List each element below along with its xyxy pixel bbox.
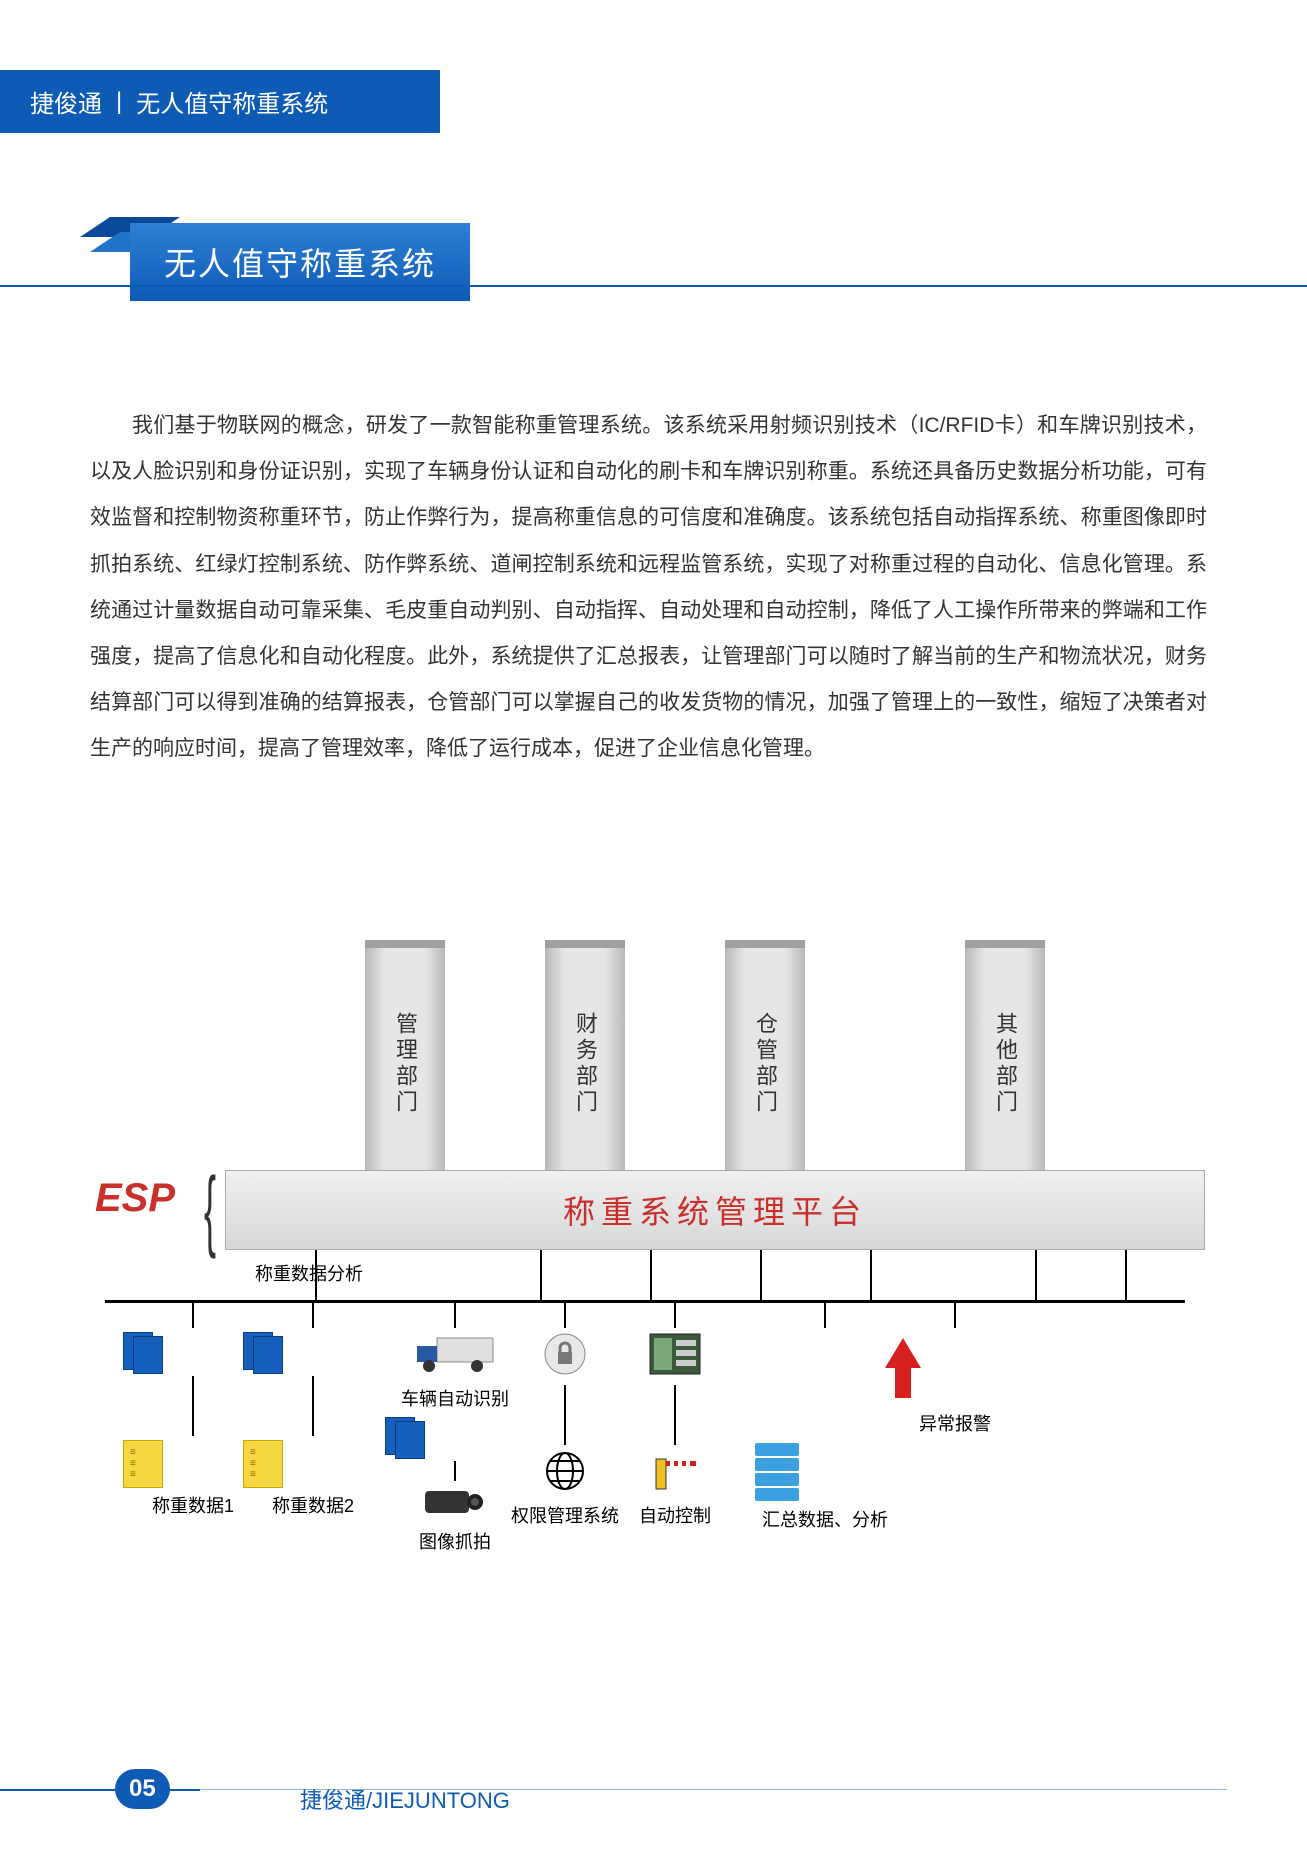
diagram-node: 异常报警	[885, 1300, 1025, 1436]
server-icon	[385, 1417, 425, 1457]
device-icon	[648, 1332, 702, 1376]
document-icon	[123, 1440, 163, 1488]
diagram-node: 称重数据1	[123, 1300, 263, 1518]
node-vline	[564, 1385, 566, 1445]
node-vline	[312, 1376, 314, 1436]
diagram-node: 称重数据2	[243, 1300, 383, 1518]
architecture-diagram: 管理部门 财务部门 仓管部门 其他部门 ESP { 称重系统管理平台 称重数据分析 称…	[95, 940, 1205, 1600]
platform-label: 称重系统管理平台	[563, 1187, 867, 1233]
node-label: 汇总数据、分析	[755, 1506, 895, 1532]
document-icon	[243, 1440, 283, 1488]
header-subtitle: 无人值守称重系统	[136, 84, 328, 119]
node-vline	[674, 1385, 676, 1445]
header-bar: 捷俊通 | 无人值守称重系统	[0, 70, 440, 133]
server-icon	[243, 1332, 283, 1372]
platform-drop-line	[315, 1250, 317, 1300]
globe-icon	[543, 1449, 587, 1493]
pillar: 仓管部门	[725, 940, 805, 1180]
node-vline	[454, 1300, 456, 1328]
node-label: 称重数据2	[243, 1492, 383, 1518]
section-rule	[0, 285, 1307, 287]
body-paragraph: 我们基于物联网的概念，研发了一款智能称重管理系统。该系统采用射频识别技术（IC/…	[90, 403, 1207, 773]
footer-brand: 捷俊通/JIEJUNTONG	[300, 1783, 510, 1815]
node-label: 称重数据1	[123, 1492, 263, 1518]
header-brand: 捷俊通	[30, 84, 102, 119]
pillar-label: 其他部门	[989, 1012, 1021, 1116]
lock-icon	[543, 1332, 587, 1376]
page-number: 05	[115, 1769, 170, 1809]
server-icon	[123, 1332, 163, 1372]
pillar: 其他部门	[965, 940, 1045, 1180]
pillar-label: 仓管部门	[749, 1012, 781, 1116]
barrier-gate-icon	[650, 1449, 700, 1493]
alert-arrow-icon	[885, 1338, 921, 1368]
camera-icon	[423, 1485, 487, 1519]
node-vline	[312, 1300, 314, 1328]
platform-drop-line	[1125, 1250, 1127, 1300]
node-label: 图像抓拍	[385, 1528, 525, 1554]
diagram-node: 自动控制	[605, 1300, 745, 1528]
platform-drop-line	[650, 1250, 652, 1300]
section-title: 无人值守称重系统	[130, 223, 470, 301]
node-label: 自动控制	[605, 1502, 745, 1528]
node-vline	[674, 1300, 676, 1328]
diagram-node: 汇总数据、分析	[755, 1300, 895, 1532]
node-label: 异常报警	[885, 1410, 1025, 1436]
platform-drop-line	[870, 1250, 872, 1300]
platform-bar: 称重系统管理平台	[225, 1170, 1205, 1250]
platform-drop-line	[1035, 1250, 1037, 1300]
analysis-label: 称重数据分析	[255, 1260, 363, 1286]
node-vline	[192, 1376, 194, 1436]
node-vline	[192, 1300, 194, 1328]
node-vline	[564, 1300, 566, 1328]
pillar-label: 管理部门	[389, 1012, 421, 1116]
brace-icon: {	[204, 1170, 216, 1250]
pillar-label: 财务部门	[569, 1012, 601, 1116]
node-vline	[954, 1300, 956, 1328]
pillar: 管理部门	[365, 940, 445, 1180]
node-vline	[454, 1461, 456, 1481]
platform-drop-line	[540, 1250, 542, 1300]
section-title-wrap: 无人值守称重系统	[0, 223, 1307, 293]
platform-drop-line	[760, 1250, 762, 1300]
header-separator: |	[116, 88, 122, 116]
esp-label: ESP	[95, 1176, 175, 1221]
pillar: 财务部门	[545, 940, 625, 1180]
node-vline	[824, 1300, 826, 1328]
database-icon	[755, 1442, 799, 1502]
truck-icon	[413, 1332, 497, 1376]
